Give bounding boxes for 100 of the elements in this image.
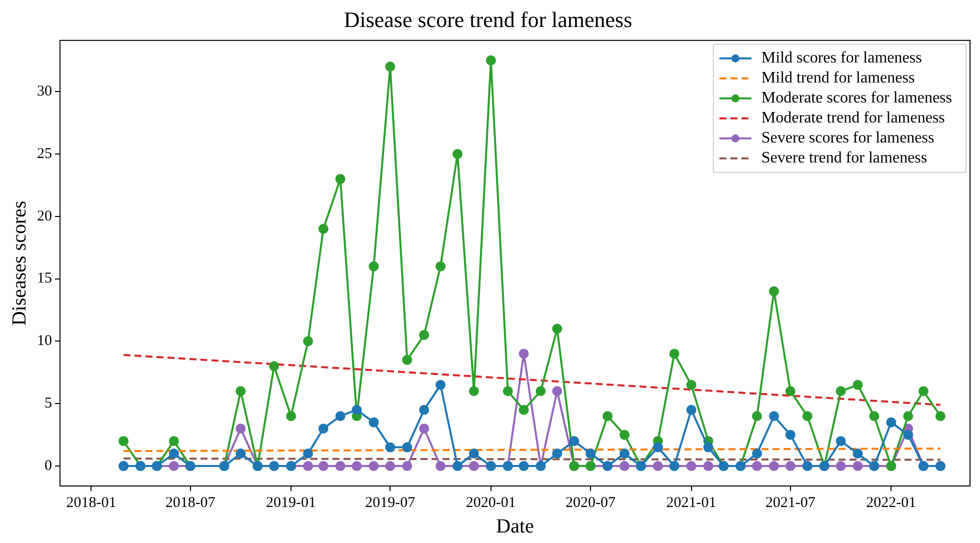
legend-label: Moderate trend for lameness (761, 110, 945, 127)
y-tick-label: 0 (44, 458, 52, 474)
legend-label: Mild scores for lameness (761, 50, 922, 67)
point (768, 286, 779, 296)
point (402, 442, 412, 452)
x-tick-label: 2019-01 (266, 494, 316, 511)
point (785, 461, 796, 472)
x-axis-title: Date (496, 515, 534, 538)
x-tick-label: 2020-07 (566, 494, 616, 511)
point (918, 386, 928, 396)
point (752, 411, 762, 422)
y-tick-label: 25 (37, 146, 52, 162)
x-tick-label: 2020-01 (466, 494, 516, 511)
point (352, 404, 362, 415)
point (236, 448, 246, 459)
point (802, 411, 812, 422)
point (468, 386, 479, 396)
point (903, 411, 914, 422)
point (303, 461, 314, 472)
point (669, 348, 680, 359)
point (236, 386, 246, 396)
point (352, 461, 362, 472)
point (836, 386, 846, 396)
legend-label: Mild trend for lameness (761, 70, 915, 87)
y-tick-label: 10 (37, 333, 52, 350)
point (703, 442, 714, 452)
point (318, 224, 328, 234)
point (436, 261, 446, 272)
point (236, 424, 246, 434)
point (468, 461, 479, 472)
point (419, 404, 430, 415)
point (303, 448, 314, 459)
point (303, 336, 314, 346)
point (686, 461, 696, 472)
point (552, 324, 562, 334)
point (836, 436, 846, 446)
point (518, 348, 529, 359)
point (752, 461, 762, 472)
point (886, 417, 896, 428)
point (368, 417, 379, 428)
point (620, 448, 630, 459)
point (368, 261, 379, 272)
point (168, 436, 179, 446)
point (118, 436, 129, 446)
legend-label: Severe trend for lameness (761, 150, 928, 167)
point (335, 174, 346, 184)
y-tick-label: 5 (44, 396, 52, 412)
point (869, 411, 880, 422)
legend-label: Moderate scores for lameness (761, 90, 952, 107)
point (602, 411, 613, 422)
point (785, 430, 796, 440)
point (652, 442, 663, 452)
point (335, 461, 346, 472)
point (569, 436, 580, 446)
point (385, 62, 396, 72)
x-tick-label: 2018-01 (66, 494, 116, 511)
point (486, 55, 496, 66)
point (768, 411, 779, 422)
point (168, 461, 179, 472)
point (402, 461, 412, 472)
point (935, 411, 946, 422)
point (703, 461, 714, 472)
point (419, 330, 430, 340)
x-tick-label: 2018-07 (165, 494, 216, 511)
point (852, 448, 863, 459)
x-tick-label: 2021-01 (666, 494, 716, 511)
point (686, 380, 696, 390)
x-tick-label: 2022-01 (866, 494, 916, 511)
point (785, 386, 796, 396)
x-tick-label: 2019-07 (365, 494, 416, 511)
point (318, 461, 328, 472)
point (168, 448, 179, 459)
point (836, 461, 846, 472)
point (502, 386, 513, 396)
point (452, 148, 463, 159)
point (385, 442, 396, 452)
point (468, 448, 479, 459)
point (335, 411, 346, 422)
y-tick-label: 30 (37, 84, 52, 100)
point (269, 361, 280, 372)
chart-title: Disease score trend for lameness (344, 6, 632, 32)
point (536, 386, 546, 396)
point (852, 380, 863, 390)
point (620, 461, 630, 472)
point (620, 430, 630, 440)
point (552, 386, 562, 396)
point (768, 461, 779, 472)
point (518, 404, 529, 415)
legend-label: Severe scores for lameness (761, 130, 934, 147)
point (286, 411, 296, 422)
y-axis-title: Diseases scores (8, 200, 30, 326)
point (518, 461, 529, 472)
point (436, 380, 446, 390)
point (368, 461, 379, 472)
point (586, 448, 596, 459)
y-tick-label: 20 (37, 208, 52, 224)
point (552, 448, 562, 459)
point (436, 461, 446, 472)
y-tick-label: 15 (37, 270, 52, 287)
point (686, 404, 696, 415)
